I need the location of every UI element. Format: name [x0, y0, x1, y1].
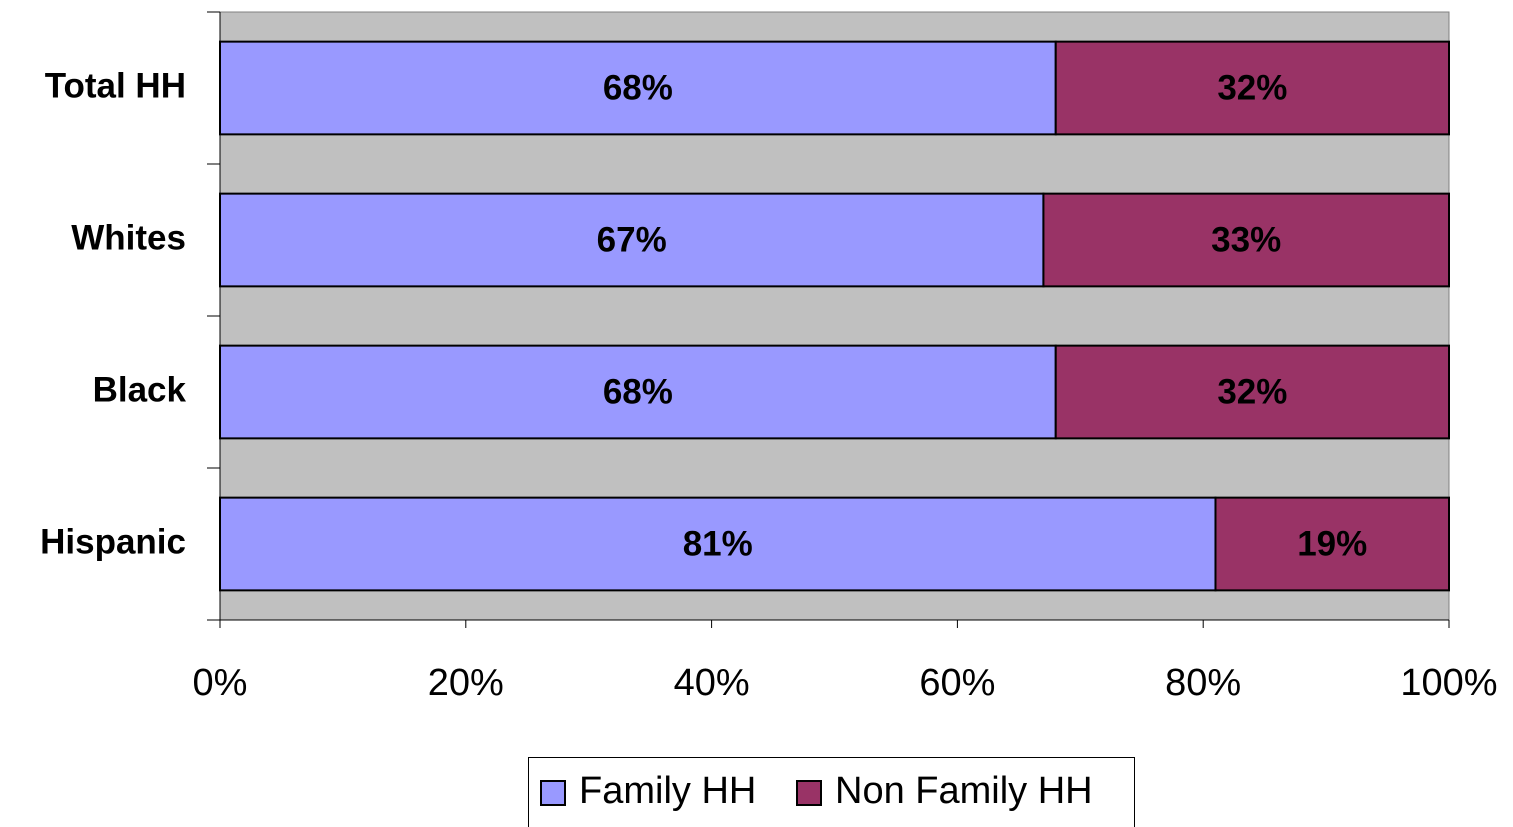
legend-swatch	[540, 780, 566, 806]
data-label: 68%	[603, 372, 673, 411]
y-tick-label: Whites	[71, 218, 186, 257]
data-label: 32%	[1217, 372, 1287, 411]
x-tick-label: 20%	[428, 662, 504, 704]
legend-label: Family HH	[579, 770, 756, 812]
x-tick-label: 100%	[1400, 662, 1497, 704]
x-tick-label: 60%	[919, 662, 995, 704]
bar-segment	[1054, 344, 1450, 440]
y-tick-label: Hispanic	[40, 522, 186, 561]
bar-segment	[219, 192, 1045, 288]
legend-label: Non Family HH	[835, 770, 1093, 812]
bar-segment	[1214, 496, 1450, 592]
x-tick-label: 0%	[193, 662, 248, 704]
y-tick-label: Black	[93, 370, 187, 409]
bar-segment	[1054, 40, 1450, 136]
bar-segment	[219, 344, 1057, 440]
legend-box	[528, 757, 1135, 827]
data-label: 67%	[597, 220, 667, 259]
x-tick-label: 80%	[1165, 662, 1241, 704]
legend-swatch	[796, 780, 822, 806]
bar-segment	[1042, 192, 1451, 288]
bar-segment	[219, 40, 1057, 136]
data-label: 32%	[1217, 68, 1287, 107]
data-label: 19%	[1297, 524, 1367, 563]
data-label: 68%	[603, 68, 673, 107]
y-tick-label: Total HH	[45, 66, 186, 105]
x-tick-label: 40%	[674, 662, 750, 704]
data-label: 81%	[683, 524, 753, 563]
data-label: 33%	[1211, 220, 1281, 259]
